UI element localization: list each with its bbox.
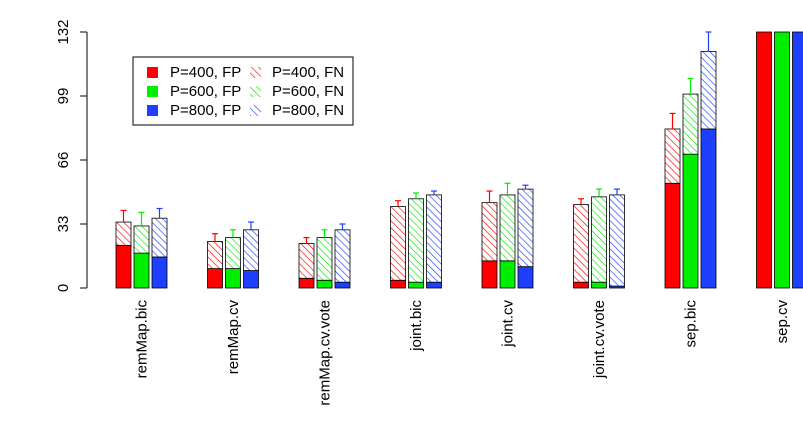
bar-fn [700,50,717,130]
bar-fn [591,196,607,283]
y-tick-label: 132 [55,19,72,44]
legend-label-fp: P=400, FP [170,64,241,81]
bar-fp [133,252,150,289]
bar-fp [390,279,406,289]
bar-fn [316,237,333,281]
x-tick-label: remMap.cv.vote [317,300,334,406]
bar-fp [756,31,772,289]
bar-fp [151,256,168,289]
legend-swatch-fn [250,86,261,97]
x-tick-label: sep.cv [774,300,791,344]
bar-fn [682,93,699,155]
y-tick-label: 99 [55,88,72,105]
bar-fn [133,225,150,254]
bar-fp [664,182,681,289]
bar-fp [481,260,498,289]
bar-fp [115,244,132,289]
bar-fn [426,194,442,283]
bar-fp [334,281,351,289]
y-tick-label: 0 [55,284,72,292]
bar-fp [225,268,241,289]
legend-swatch-fp [147,86,158,97]
bar-fp [792,31,803,289]
legend-label-fp: P=600, FP [170,83,241,100]
bar-fn [151,217,168,258]
bar-fp [682,153,699,289]
bar-fn [499,194,516,262]
y-tick-label: 66 [55,152,72,169]
x-tick-label: joint.bic [408,300,425,352]
bar-fp [207,268,223,289]
bar-fp [408,281,424,289]
legend-swatch-fp [147,105,158,116]
bar-fp [298,277,315,289]
bar-fp [774,31,790,289]
bar-fn [298,242,315,279]
legend-swatch-fn [250,105,261,116]
bar-fn [115,221,132,246]
bar-fp [700,128,717,289]
legend-label-fn: P=800, FN [272,102,344,119]
bar-fn [664,128,681,184]
bar-fp [573,281,589,289]
bars-layer [115,31,803,289]
x-tick-label: joint.cv.vote [591,300,608,379]
bar-fn [334,229,351,283]
bar-fn [481,202,498,262]
bar-fn [573,204,589,283]
bar-fn [207,241,223,270]
legend-swatch-fn [250,67,261,78]
y-axis: 0 33 66 99 132 [55,19,88,292]
bar-fn [390,206,406,281]
bar-fp [499,260,516,289]
x-tick-label: joint.cv [500,300,517,348]
bar-fn [517,188,534,268]
bar-fp [517,266,534,289]
legend-label-fn: P=600, FN [272,83,344,100]
bar-fn [225,237,241,270]
bar-fn [609,194,625,287]
legend: P=400, FP P=400, FN P=600, FP P=600, FN P=80… [132,56,354,126]
y-tick-label: 33 [55,216,72,233]
x-tick-label: sep.bic [683,300,700,348]
legend-label-fn: P=400, FN [272,64,344,81]
legend-label-fp: P=800, FP [170,102,241,119]
bar-fp [316,279,333,289]
x-axis: remMap.bic remMap.cv remMap.cv.vote joint.b… [134,300,792,406]
legend-swatch-fp [147,67,158,78]
bar-fp [591,281,607,289]
bar-fn [408,198,424,283]
bar-fp [426,281,442,289]
legend-box [132,56,354,126]
x-tick-label: remMap.cv [225,300,242,375]
x-tick-label: remMap.bic [134,300,151,379]
bar-fp [243,270,259,289]
bar-fn [243,229,259,271]
